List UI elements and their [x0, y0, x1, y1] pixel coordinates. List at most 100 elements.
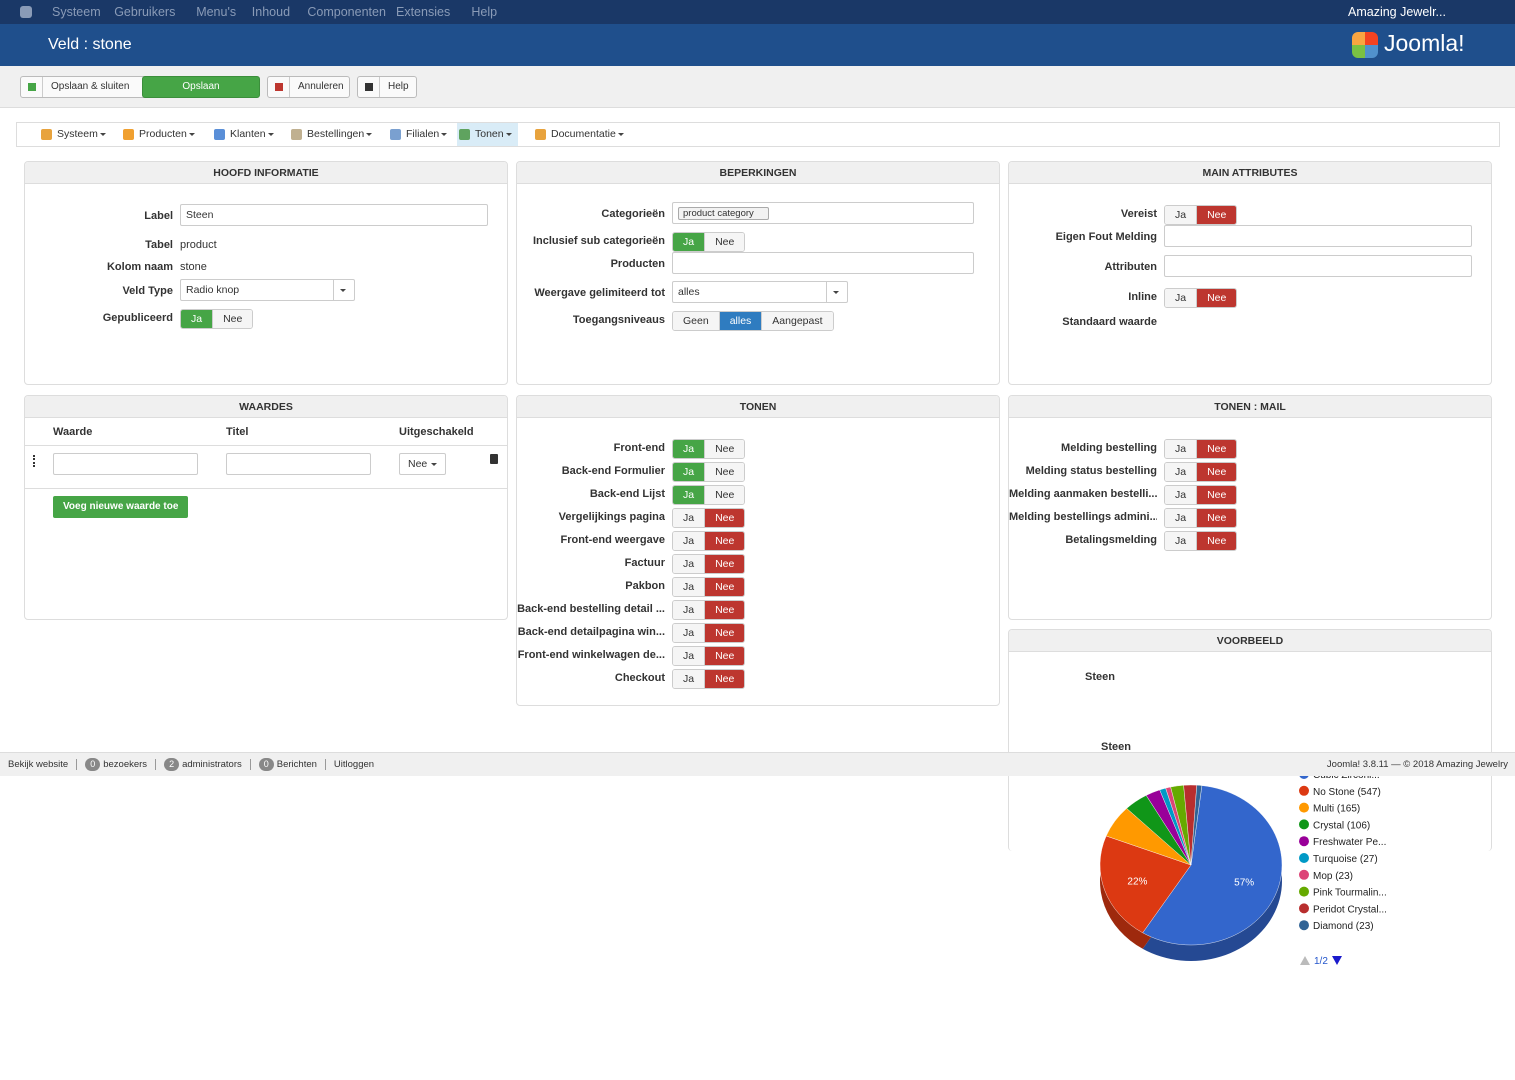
- nav-label: Tonen: [475, 128, 504, 140]
- field-label: Weergave gelimiteerd tot: [534, 287, 665, 299]
- nav-item[interactable]: Tonen: [457, 123, 518, 146]
- select[interactable]: Radio knop: [180, 279, 355, 301]
- pie-slice: [1190, 784, 1203, 866]
- text-input[interactable]: [1164, 255, 1472, 277]
- toggle-option[interactable]: Ja: [1165, 486, 1197, 504]
- toggle-option[interactable]: Nee: [1196, 206, 1237, 224]
- toggle-option[interactable]: Nee: [1196, 509, 1237, 527]
- top-menu-item[interactable]: Extensies: [396, 5, 451, 19]
- text-input[interactable]: [53, 453, 198, 475]
- top-menu-item[interactable]: Menu's: [196, 5, 237, 19]
- toggle-option[interactable]: Ja: [1165, 440, 1197, 458]
- top-menu-item[interactable]: Gebruikers: [114, 5, 176, 19]
- toggle-option[interactable]: alles: [718, 312, 762, 330]
- text-input[interactable]: [1164, 225, 1472, 247]
- toggle-option[interactable]: Ja: [673, 601, 705, 619]
- toggle-option[interactable]: Nee: [1196, 463, 1237, 481]
- footer-item[interactable]: 0 bezoekers: [85, 758, 147, 771]
- field-label: Melding bestellings admini...: [1009, 511, 1157, 523]
- nav-item[interactable]: Bestellingen: [289, 123, 373, 146]
- toggle-option[interactable]: Ja: [673, 555, 705, 573]
- toggle-option[interactable]: Ja: [1165, 532, 1197, 550]
- select[interactable]: alles: [672, 281, 848, 303]
- toggle-option[interactable]: Ja: [673, 509, 705, 527]
- toolbar-button[interactable]: Annuleren: [267, 76, 350, 98]
- toggle-option[interactable]: Nee: [704, 578, 745, 596]
- separator: [249, 758, 251, 770]
- toggle-option[interactable]: Nee: [704, 624, 745, 642]
- toolbar-button[interactable]: Help: [357, 76, 417, 98]
- legend-swatch: [1299, 920, 1309, 931]
- top-menu-item[interactable]: Componenten: [307, 5, 386, 19]
- footer-item[interactable]: 2 administrators: [164, 758, 242, 771]
- toolbar-button[interactable]: Opslaan & sluiten: [20, 76, 170, 98]
- pie-chart: 57%22%Cubic Zirconi...No Stone (547)Mult…: [1099, 769, 1387, 967]
- toggle-option[interactable]: Ja: [1165, 509, 1197, 527]
- toolbar-button[interactable]: Opslaan: [142, 76, 260, 98]
- toggle-group: Ja Nee: [672, 646, 746, 666]
- toggle-option[interactable]: Nee: [704, 233, 745, 251]
- toggle-option[interactable]: Nee: [704, 601, 745, 619]
- footer-item[interactable]: 0 Berichten: [258, 758, 317, 771]
- toggle-option[interactable]: Ja: [673, 532, 705, 550]
- text-input[interactable]: [672, 252, 974, 274]
- toggle-option[interactable]: Nee: [704, 509, 745, 527]
- toggle-group: Ja Nee: [672, 439, 746, 459]
- nav-item[interactable]: Filialen: [388, 123, 448, 146]
- table-rule: [25, 488, 507, 489]
- toggle-option[interactable]: Nee: [704, 647, 745, 665]
- toggle-option[interactable]: Nee: [1196, 486, 1237, 504]
- toggle-option[interactable]: Nee: [704, 463, 745, 481]
- toggle-option[interactable]: Aangepast: [761, 312, 833, 330]
- top-menu-item[interactable]: Systeem: [52, 5, 101, 19]
- toggle-option[interactable]: Ja: [673, 233, 705, 251]
- field-value: product: [180, 239, 217, 251]
- column-header: Waarde: [53, 426, 93, 438]
- top-menu-item[interactable]: Inhoud: [251, 5, 291, 19]
- nav-item[interactable]: Producten: [121, 123, 195, 146]
- toggle-option[interactable]: Nee: [1196, 440, 1237, 458]
- toggle-group: Ja Nee: [1164, 462, 1238, 482]
- nav-item[interactable]: Documentatie: [533, 123, 624, 146]
- toggle-option[interactable]: Ja: [673, 647, 705, 665]
- toggle-option[interactable]: Nee: [704, 555, 745, 573]
- footer-item[interactable]: Bekijk website: [8, 759, 68, 770]
- nav-item[interactable]: Systeem: [39, 123, 106, 146]
- text-input[interactable]: Steen: [180, 204, 488, 226]
- toggle-option[interactable]: Nee: [1196, 532, 1237, 550]
- toggle-group: Ja Nee: [672, 669, 746, 689]
- toggle-option[interactable]: Ja: [181, 310, 213, 328]
- drag-handle: [33, 455, 37, 467]
- toggle-option[interactable]: Ja: [673, 486, 705, 504]
- site-link[interactable]: Amazing Jewelr...: [1348, 5, 1446, 19]
- nav-label: Systeem: [57, 128, 98, 140]
- panel: HOOFD INFORMATIE Label Steen Tabel product Ko…: [24, 161, 508, 385]
- select[interactable]: Nee: [399, 453, 446, 475]
- toggle-option[interactable]: Geen: [673, 312, 719, 330]
- toggle-option[interactable]: Ja: [673, 578, 705, 596]
- button-label: Opslaan & sluiten: [51, 81, 130, 92]
- toggle-option[interactable]: Ja: [673, 670, 705, 688]
- toggle-option[interactable]: Nee: [704, 440, 745, 458]
- toggle-option[interactable]: Ja: [673, 440, 705, 458]
- toggle-option[interactable]: Ja: [1165, 289, 1197, 307]
- add-button[interactable]: Voeg nieuwe waarde toe: [53, 496, 189, 518]
- toggle-option[interactable]: Nee: [1196, 289, 1237, 307]
- toggle-option[interactable]: Ja: [1165, 463, 1197, 481]
- top-menu-item[interactable]: Help: [471, 5, 498, 19]
- toggle-option[interactable]: Ja: [673, 624, 705, 642]
- text-input[interactable]: product category: [672, 202, 974, 224]
- delete-icon[interactable]: [490, 454, 498, 464]
- toggle-option[interactable]: Nee: [704, 670, 745, 688]
- legend-swatch: [1299, 886, 1309, 897]
- count-badge: 2: [164, 758, 180, 771]
- footer-item[interactable]: Uitloggen: [334, 759, 374, 770]
- text-input[interactable]: [226, 453, 371, 475]
- footer-link: Bekijk website: [8, 759, 69, 770]
- toggle-option[interactable]: Nee: [704, 532, 745, 550]
- toggle-option[interactable]: Nee: [704, 486, 745, 504]
- toggle-option[interactable]: Ja: [1165, 206, 1197, 224]
- toggle-option[interactable]: Nee: [212, 310, 253, 328]
- nav-item[interactable]: Klanten: [212, 123, 274, 146]
- toggle-option[interactable]: Ja: [673, 463, 705, 481]
